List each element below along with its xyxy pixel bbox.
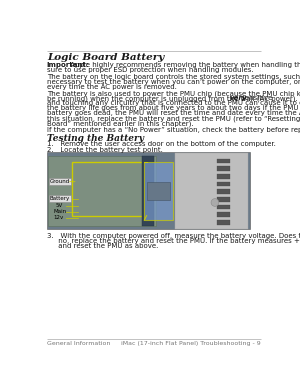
Bar — [218, 182, 230, 186]
Text: necessary to test the battery when you can’t power on the computer, or the date : necessary to test the battery when you c… — [47, 78, 300, 85]
Text: very: very — [230, 95, 247, 101]
Bar — [218, 174, 230, 178]
Bar — [175, 153, 248, 229]
Text: Testing the Battery: Testing the Battery — [47, 134, 144, 143]
Bar — [218, 197, 230, 202]
Text: no, replace the battery and reset the PMU. If the battery measures +3.5v or high: no, replace the battery and reset the PM… — [47, 237, 300, 244]
Bar — [218, 159, 230, 163]
Text: and reset the PMU as above.: and reset the PMU as above. — [47, 242, 158, 249]
Bar — [47, 152, 250, 229]
Circle shape — [211, 199, 219, 206]
Text: be running) when the computer is unplugged from the wall (AC power). The PMU is: be running) when the computer is unplugg… — [47, 95, 300, 102]
Text: Main: Main — [53, 209, 66, 214]
Bar — [142, 156, 155, 226]
Text: and touching any circuitry that is connected to the PMU can cause it to crash. I: and touching any circuitry that is conne… — [47, 100, 300, 106]
Text: The battery is also used to power the PMU chip (because the PMU chip keeps time : The battery is also used to power the PM… — [47, 90, 300, 97]
Text: Apple highly recommends removing the battery when handling the logic board. Make: Apple highly recommends removing the bat… — [68, 62, 300, 68]
Text: 5V: 5V — [55, 203, 63, 208]
Text: 1.   Remove the user access door on the bottom of the computer.: 1. Remove the user access door on the bo… — [47, 141, 276, 147]
Bar — [218, 213, 230, 217]
Bar — [218, 220, 230, 225]
Bar — [72, 162, 147, 216]
Bar — [48, 156, 156, 226]
Bar — [218, 189, 230, 194]
Text: The battery on the logic board controls the stored system settings, such as date: The battery on the logic board controls … — [47, 73, 300, 80]
Text: General Information: General Information — [47, 341, 110, 346]
Text: sensitive: sensitive — [239, 95, 272, 101]
Text: the battery life goes from about five years to about two days if the PMU is not : the battery life goes from about five ye… — [47, 105, 300, 111]
Bar — [218, 166, 230, 171]
Text: every time the AC power is removed.: every time the AC power is removed. — [47, 83, 177, 90]
Text: battery goes dead, the PMU will reset the time and date every time the AC power : battery goes dead, the PMU will reset th… — [47, 110, 300, 116]
Text: 12v: 12v — [54, 215, 64, 220]
Bar — [147, 182, 170, 200]
Bar — [218, 205, 230, 210]
Text: this situation, replace the battery and reset the PMU (refer to “Resetting the P: this situation, replace the battery and … — [47, 115, 300, 121]
Text: Ground: Ground — [50, 179, 70, 184]
Text: Important:: Important: — [47, 62, 89, 68]
Text: If the computer has a “No Power” situation, check the battery before replacing m: If the computer has a “No Power” situati… — [47, 126, 300, 133]
Text: Logic Board Battery: Logic Board Battery — [47, 54, 164, 62]
Text: 2.   Locate the battery test point.: 2. Locate the battery test point. — [47, 147, 163, 152]
Text: Battery: Battery — [50, 196, 70, 201]
Text: sure to use proper ESD protection when handling modules.: sure to use proper ESD protection when h… — [47, 67, 254, 73]
Text: Board” mentioned earlier in this chapter).: Board” mentioned earlier in this chapter… — [47, 120, 194, 126]
Bar — [144, 162, 173, 220]
Text: 3.   With the computer powered off, measure the battery voltage. Does the batter: 3. With the computer powered off, measur… — [47, 232, 300, 239]
Text: iMac (17-inch Flat Panel) Troubleshooting - 9: iMac (17-inch Flat Panel) Troubleshootin… — [121, 341, 261, 346]
